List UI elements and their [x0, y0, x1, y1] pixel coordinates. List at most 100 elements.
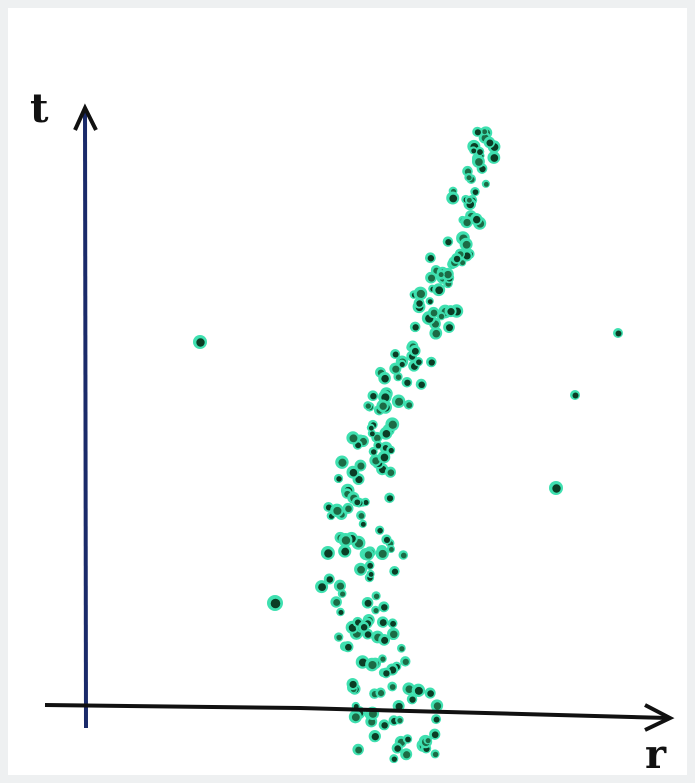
dot-core	[351, 713, 360, 722]
dot-core	[552, 484, 561, 493]
y-axis-label: t	[30, 85, 49, 132]
dot-core	[380, 656, 386, 662]
dot-core	[387, 469, 395, 477]
dot-core	[357, 565, 365, 574]
dot-core	[445, 238, 452, 246]
dot-core	[382, 429, 391, 438]
dot-core	[333, 506, 342, 515]
dot-core	[447, 308, 455, 316]
dot-core	[431, 731, 439, 739]
dot-core	[374, 434, 381, 442]
dot-core	[399, 361, 405, 368]
dot-core	[403, 751, 411, 759]
dot-core	[270, 598, 281, 609]
dot-core	[375, 442, 382, 449]
dot-core	[388, 447, 394, 454]
dot-core	[432, 751, 439, 758]
dot-core	[486, 139, 494, 147]
dot-core	[432, 329, 441, 338]
dot-core	[435, 286, 444, 295]
dot-core	[345, 505, 352, 513]
dot-core	[411, 347, 419, 355]
dot-core	[412, 324, 419, 331]
dot-core	[381, 604, 388, 611]
dot-core	[405, 736, 411, 743]
dot-core	[377, 527, 383, 534]
dot-core	[425, 738, 431, 744]
dot-core	[460, 260, 466, 266]
dot-core	[373, 593, 380, 600]
dot-core	[338, 609, 344, 616]
dot-core	[416, 359, 422, 365]
dot-core	[405, 685, 414, 693]
dot-core	[381, 374, 389, 383]
dot-core	[449, 194, 458, 203]
x-axis	[44, 703, 669, 720]
dot-core	[395, 397, 404, 406]
dot-core	[416, 300, 423, 307]
dot-core	[378, 549, 387, 558]
dot-core	[340, 591, 346, 597]
dot-core	[336, 582, 345, 590]
dot-core	[414, 686, 423, 695]
dot-core	[360, 624, 368, 631]
dot-core	[354, 499, 361, 506]
dot-core	[392, 365, 400, 373]
dot-core	[490, 154, 499, 162]
dot-core	[367, 562, 374, 569]
dot-core	[196, 338, 205, 347]
dot-core	[391, 756, 398, 762]
dot-core	[349, 434, 358, 443]
dot-core	[475, 158, 483, 166]
dot-core	[391, 568, 399, 575]
dot-core	[380, 453, 389, 462]
dot-core	[370, 392, 377, 400]
dot-core	[371, 732, 379, 741]
dot-core	[406, 402, 413, 409]
dot-core	[471, 148, 477, 154]
dot-core	[336, 476, 342, 482]
dot-core	[355, 746, 363, 754]
dot-core	[318, 583, 326, 592]
y-arrow	[73, 103, 98, 131]
dot-core	[445, 324, 453, 332]
dot-core	[369, 431, 375, 437]
dot-core	[363, 500, 369, 506]
dot-core	[392, 351, 399, 358]
dot-core	[388, 420, 397, 429]
dot-core	[444, 270, 452, 279]
dot-core	[438, 272, 444, 278]
dot-core	[370, 449, 377, 455]
dot-core	[345, 643, 352, 651]
dot-core	[427, 299, 433, 305]
dot-core	[381, 636, 389, 644]
dot-core	[466, 175, 472, 181]
dot-core	[483, 181, 489, 187]
dot-core	[349, 680, 357, 689]
dot-core	[358, 658, 368, 667]
dot-core	[383, 670, 390, 677]
dot-core	[428, 274, 436, 282]
dot-core	[368, 718, 376, 726]
dot-core	[472, 215, 481, 224]
dot-core	[365, 403, 371, 409]
dot-core	[333, 599, 341, 606]
y-axis	[83, 111, 88, 729]
dot-core	[373, 607, 379, 614]
dot-core	[390, 620, 397, 627]
dot-core	[379, 619, 387, 627]
dot-core	[418, 381, 425, 389]
dot-core	[368, 425, 374, 431]
dot-core	[386, 495, 394, 502]
dot-core	[355, 442, 362, 449]
dot-core	[388, 547, 394, 552]
x-arrow	[644, 703, 675, 732]
dot-core	[479, 165, 486, 173]
dot-core	[477, 149, 483, 155]
dot-core	[430, 309, 438, 317]
dot-core	[399, 646, 405, 652]
dot-core	[379, 402, 387, 410]
dot-core	[368, 572, 374, 577]
